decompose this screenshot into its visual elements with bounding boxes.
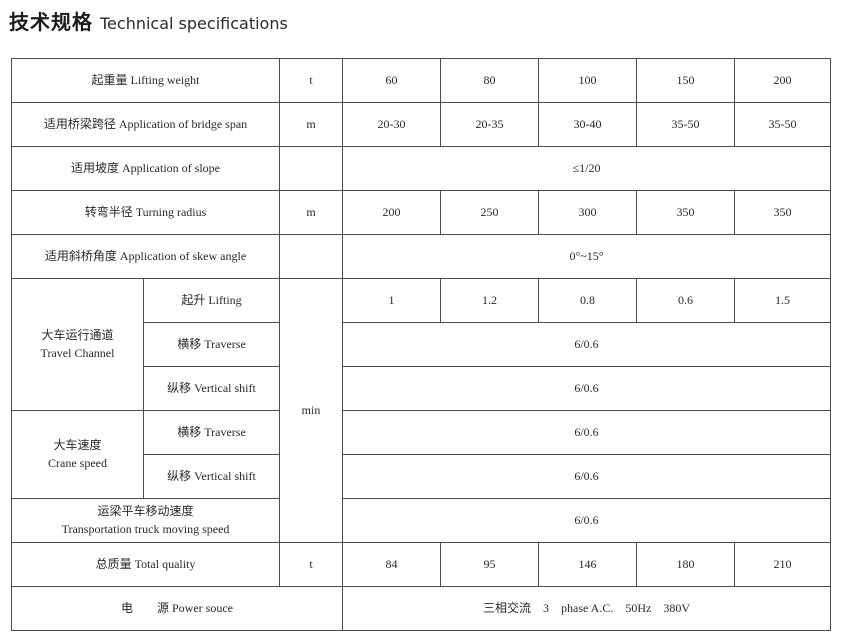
value-cell: 20-30: [342, 102, 441, 147]
shared-unit-cell: min: [279, 278, 343, 543]
row-travel-channel-lifting: 大车运行通道 Travel Channel 起升 Lifting min 1 1…: [11, 278, 831, 543]
row-total-quality: 总质量 Total quality t 84 95 146 180 210: [11, 542, 831, 587]
value-cell: 250: [440, 190, 539, 235]
row-truck-speed: 运梁平车移动速度 Transportation truck moving spe…: [11, 498, 831, 543]
label-cell: 适用桥梁跨径 Application of bridge span: [11, 102, 280, 147]
row-travel-channel-vertical-shift: 纵移 Vertical shift 6/0.6: [12, 366, 831, 411]
sub-label-cell: 纵移 Vertical shift: [143, 366, 280, 411]
section-label-zh: 大车运行通道: [41, 328, 114, 343]
value-cell: 146: [538, 542, 637, 587]
merged-value-cell: 6/0.6: [342, 454, 831, 499]
value-cell: 1: [342, 278, 441, 323]
section-label-crane-speed: 大车速度 Crane speed: [11, 410, 144, 499]
row-crane-speed-traverse: 大车速度 Crane speed 横移 Traverse 6/0.6: [11, 410, 831, 499]
value-cell: 60: [342, 58, 441, 103]
section-label-travel-channel: 大车运行通道 Travel Channel: [11, 278, 144, 411]
label-cell: 转弯半径 Turning radius: [11, 190, 280, 235]
value-cell: 35-50: [734, 102, 831, 147]
section-label-en: Crane speed: [48, 455, 107, 470]
value-cell: 95: [440, 542, 539, 587]
label-cell-power: 电 源 Power souce: [11, 586, 343, 631]
row-bridge-span: 适用桥梁跨径 Application of bridge span m 20-3…: [11, 102, 831, 147]
unit-cell: m: [279, 102, 343, 147]
merged-value-cell: 0°~15°: [342, 234, 831, 279]
row-lifting-weight: 起重量 Lifting weight t 60 80 100 150 200: [11, 58, 831, 103]
value-cell: 80: [440, 58, 539, 103]
unit-cell: t: [279, 542, 343, 587]
value-cell: 0.6: [636, 278, 735, 323]
section-label-en: Travel Channel: [40, 345, 115, 360]
label-en: Transportation truck moving speed: [61, 521, 230, 536]
value-cell: 150: [636, 58, 735, 103]
row-skew-angle: 适用斜桥角度 Application of skew angle 0°~15°: [11, 234, 831, 279]
sub-label-cell: 纵移 Vertical shift: [143, 454, 280, 499]
value-cell: 35-50: [636, 102, 735, 147]
merged-value-cell: 6/0.6: [342, 322, 831, 367]
value-cell: 200: [342, 190, 441, 235]
label-cell: 总质量 Total quality: [11, 542, 280, 587]
merged-value-cell: ≤1/20: [342, 146, 831, 191]
value-cell: 100: [538, 58, 637, 103]
row-crane-speed-vertical-shift: 纵移 Vertical shift 6/0.6: [12, 454, 831, 499]
title-chinese: 技术规格: [9, 10, 93, 34]
sub-label-cell: 横移 Traverse: [143, 410, 280, 455]
unit-cell: [279, 234, 343, 279]
value-cell: 1.2: [440, 278, 539, 323]
sub-label-cell: 横移 Traverse: [143, 322, 280, 367]
row-slope: 适用坡度 Application of slope ≤1/20: [11, 146, 831, 191]
value-cell: 30-40: [538, 102, 637, 147]
spec-table: 起重量 Lifting weight t 60 80 100 150 200 适…: [11, 58, 831, 631]
value-cell: 1.5: [734, 278, 831, 323]
merged-value-cell: 6/0.6: [342, 366, 831, 411]
unit-cell: [279, 146, 343, 191]
value-cell: 300: [538, 190, 637, 235]
merged-value-cell: 6/0.6: [342, 410, 831, 455]
label-cell: 起重量 Lifting weight: [11, 58, 280, 103]
value-cell: 210: [734, 542, 831, 587]
value-cell: 180: [636, 542, 735, 587]
value-cell: 20-35: [440, 102, 539, 147]
label-cell-truck-speed: 运梁平车移动速度 Transportation truck moving spe…: [11, 498, 280, 543]
page-title: 技术规格 Technical specifications: [9, 6, 288, 35]
row-travel-channel-traverse: 横移 Traverse 6/0.6: [12, 322, 831, 367]
value-cell: 350: [636, 190, 735, 235]
value-cell: 0.8: [538, 278, 637, 323]
unit-cell: m: [279, 190, 343, 235]
row-power-source: 电 源 Power souce 三相交流 3 phase A.C. 50Hz 3…: [11, 586, 831, 631]
label-zh: 运梁平车移动速度: [97, 504, 194, 519]
merged-value-cell: 6/0.6: [342, 498, 831, 543]
merged-value-cell-power: 三相交流 3 phase A.C. 50Hz 380V: [342, 586, 831, 631]
section-label-zh: 大车速度: [53, 438, 102, 453]
unit-cell: t: [279, 58, 343, 103]
row-turning-radius: 转弯半径 Turning radius m 200 250 300 350 35…: [11, 190, 831, 235]
value-cell: 200: [734, 58, 831, 103]
label-cell: 适用坡度 Application of slope: [11, 146, 280, 191]
sub-label-cell: 起升 Lifting: [143, 278, 280, 323]
label-cell: 适用斜桥角度 Application of skew angle: [11, 234, 280, 279]
value-cell: 84: [342, 542, 441, 587]
title-english: Technical specifications: [100, 14, 288, 33]
value-cell: 350: [734, 190, 831, 235]
